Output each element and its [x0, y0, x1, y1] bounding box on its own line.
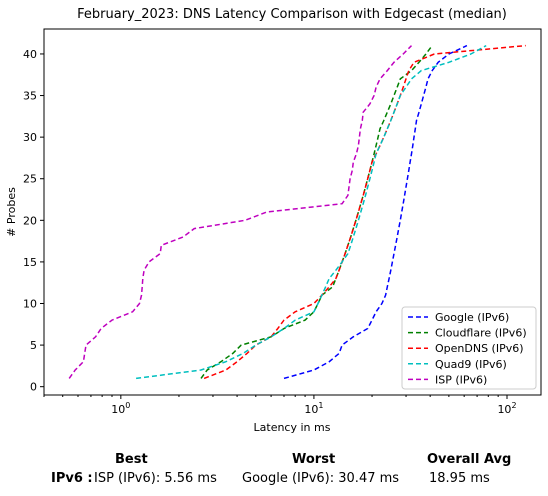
summary-header-row: Best Worst Overall Avg: [0, 452, 548, 472]
best-header: Best: [115, 452, 148, 467]
y-tick-label: 15: [23, 256, 37, 269]
legend-entry: ISP (IPv6): [435, 373, 487, 386]
legend: Google (IPv6) Cloudflare (IPv6) OpenDNS (I…: [401, 306, 537, 390]
overall-avg-value: 18.95 ms: [429, 471, 490, 486]
x-tick-label: 101: [304, 401, 323, 416]
ipv6-row-label: IPv6 :: [51, 471, 93, 486]
y-tick-label: 30: [23, 131, 37, 144]
y-tick-label: 5: [30, 339, 37, 352]
y-tick-label: 40: [23, 48, 37, 61]
x-axis-label: Latency in ms: [254, 421, 331, 434]
worst-value: Google (IPv6): 30.47 ms: [242, 471, 400, 486]
best-value: ISP (IPv6): 5.56 ms: [94, 471, 217, 486]
series-line-4: [136, 44, 487, 380]
legend-box: [401, 306, 537, 390]
plot-area-frame: [43, 28, 542, 396]
worst-header: Worst: [292, 452, 336, 467]
series-line-1: [283, 44, 468, 380]
x-tick-label: 100: [111, 401, 130, 416]
overall-avg-header: Overall Avg: [427, 452, 512, 467]
legend-entry: Cloudflare (IPv6): [435, 327, 527, 340]
y-axis-label: # Probes: [5, 187, 18, 237]
x-tick-label: 102: [497, 401, 516, 416]
y-tick-label: 35: [23, 90, 37, 103]
legend-entry: OpenDNS (IPv6): [435, 342, 524, 355]
series-line-2: [200, 45, 433, 379]
y-tick-label: 0: [30, 381, 37, 394]
y-tick-label: 25: [23, 173, 37, 186]
summary-value-row: IPv6 : ISP (IPv6): 5.56 ms Google (IPv6)…: [0, 471, 548, 491]
chart-title: February_2023: DNS Latency Comparison wi…: [77, 7, 507, 22]
y-tick-label: 10: [23, 298, 37, 311]
series-line-3: [203, 44, 526, 380]
legend-entry: Quad9 (IPv6): [435, 358, 507, 371]
legend-entry: Google (IPv6): [435, 311, 509, 324]
y-tick-label: 20: [23, 214, 37, 227]
latency-chart: February_2023: DNS Latency Comparison wi…: [5, 7, 542, 434]
